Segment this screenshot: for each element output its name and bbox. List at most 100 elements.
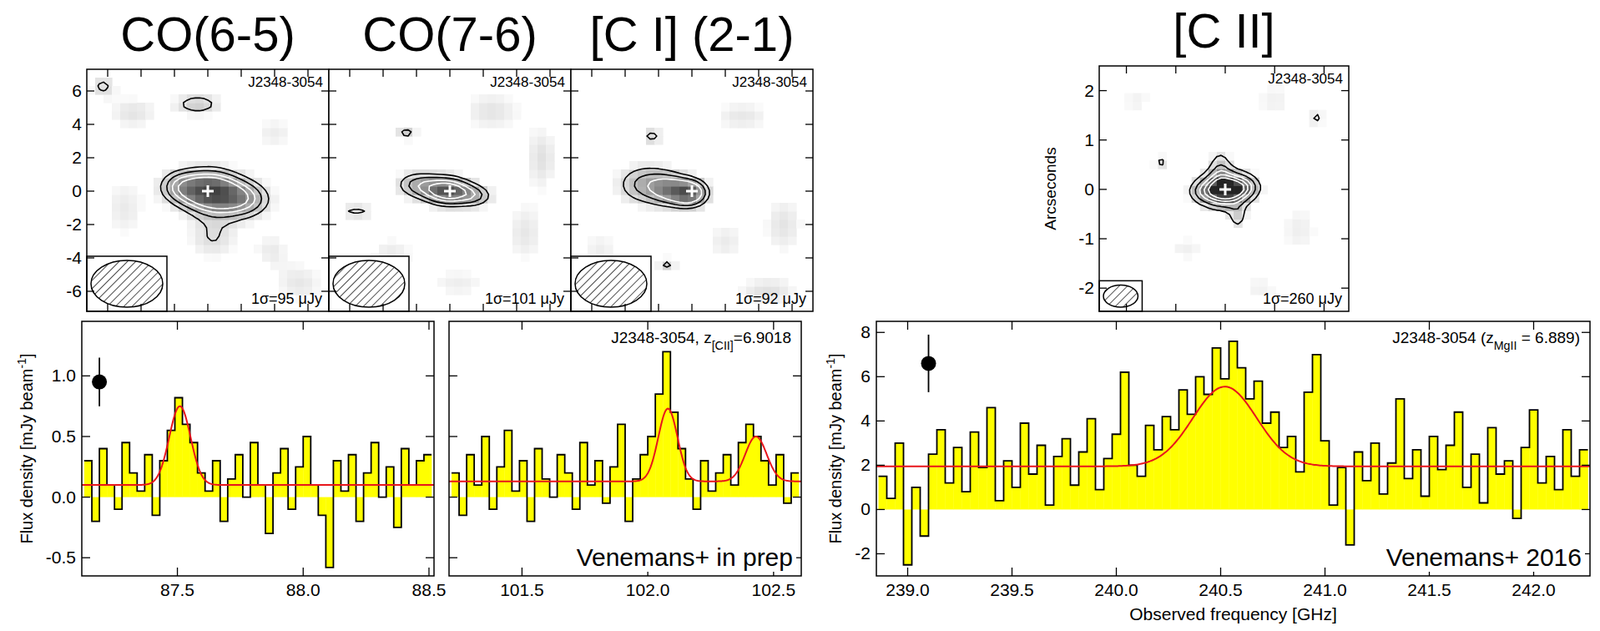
x-tick bbox=[1125, 303, 1127, 312]
channel-bar bbox=[731, 484, 739, 498]
figure: -6-4-20246J2348-30541σ=95 μJyCO(6-5)J234… bbox=[0, 0, 1600, 631]
spectrum-title: J2348-3054 (zMgII = 6.889) bbox=[1392, 328, 1580, 353]
pixel bbox=[136, 202, 147, 212]
panel-title: CO(6-5) bbox=[120, 6, 295, 61]
pixel bbox=[512, 111, 522, 121]
channel-bar bbox=[1354, 451, 1363, 510]
pixel bbox=[537, 127, 547, 137]
source-label: J2348-3054 bbox=[731, 74, 808, 91]
pixel bbox=[128, 119, 138, 129]
channel-bar bbox=[106, 484, 115, 498]
y-tick bbox=[86, 90, 95, 91]
contour bbox=[634, 174, 706, 207]
x-tick bbox=[415, 69, 417, 77]
pixel bbox=[178, 186, 188, 196]
y-tick bbox=[570, 290, 579, 292]
pixel bbox=[287, 269, 297, 279]
pixel bbox=[520, 252, 530, 263]
channel-bar bbox=[1095, 489, 1105, 510]
pixel bbox=[378, 244, 389, 254]
x-tick-label: 102.5 bbox=[752, 580, 797, 600]
channel-bar bbox=[945, 483, 954, 510]
channel-bar bbox=[572, 497, 581, 510]
pixel bbox=[729, 111, 739, 121]
pixel bbox=[211, 161, 222, 171]
pixel bbox=[629, 161, 639, 171]
y-tick bbox=[81, 496, 91, 498]
text-part: Flux density [mJy beam bbox=[826, 368, 845, 544]
pixel bbox=[537, 186, 547, 196]
pixel bbox=[111, 102, 122, 112]
pixel bbox=[679, 202, 689, 212]
y-tick bbox=[563, 257, 571, 258]
pixel bbox=[186, 186, 197, 196]
pixel bbox=[612, 169, 622, 179]
channel-bar bbox=[595, 460, 603, 498]
y-tick bbox=[81, 375, 91, 377]
y-tick-label: 4 bbox=[71, 114, 82, 134]
pixel bbox=[270, 244, 280, 254]
x-tick bbox=[1115, 567, 1117, 576]
x-tick bbox=[657, 303, 659, 312]
source-label: J2348-3054 bbox=[1267, 70, 1343, 87]
x-tick bbox=[907, 321, 909, 330]
y-tick bbox=[1581, 509, 1590, 510]
channel-bar bbox=[1279, 447, 1288, 510]
y-tick-label: 4 bbox=[860, 410, 871, 430]
y-tick-label: 2 bbox=[860, 454, 871, 475]
contour bbox=[166, 170, 263, 218]
y-tick bbox=[321, 223, 329, 225]
beam bbox=[333, 260, 405, 308]
y-tick bbox=[805, 290, 813, 292]
channel-bar bbox=[1438, 469, 1447, 510]
channel-bar bbox=[1471, 454, 1480, 510]
channel-bar bbox=[416, 460, 424, 498]
x-tick bbox=[1125, 65, 1127, 74]
pixel bbox=[262, 211, 272, 221]
y-tick bbox=[328, 257, 337, 258]
pixel bbox=[729, 244, 739, 254]
pixel bbox=[303, 269, 313, 279]
x-tick bbox=[724, 69, 726, 77]
channel-bar bbox=[197, 473, 206, 498]
pixel bbox=[211, 202, 222, 212]
pixel bbox=[729, 227, 739, 238]
pixel bbox=[211, 94, 222, 104]
pixel bbox=[270, 202, 280, 212]
pixel bbox=[746, 102, 756, 112]
qso-position bbox=[686, 185, 698, 197]
channel-bar bbox=[647, 436, 656, 498]
channel-bar bbox=[700, 460, 708, 498]
channel-bar bbox=[1346, 509, 1355, 545]
contour bbox=[408, 177, 483, 205]
pixel bbox=[120, 227, 130, 238]
pixel bbox=[787, 202, 798, 212]
pixel bbox=[1266, 93, 1277, 103]
pixel bbox=[529, 202, 539, 212]
pixel bbox=[362, 211, 372, 221]
pixel bbox=[454, 269, 464, 279]
channel-bar bbox=[1321, 440, 1330, 510]
pixel bbox=[403, 244, 414, 254]
channel-bar bbox=[302, 436, 311, 498]
text-part: ] bbox=[17, 353, 36, 359]
pixel bbox=[153, 194, 163, 204]
pixel bbox=[712, 227, 722, 238]
text-part: = 6.889) bbox=[1516, 328, 1580, 347]
pixel bbox=[437, 202, 447, 212]
y-tick bbox=[449, 435, 458, 437]
channel-bar bbox=[481, 436, 490, 498]
y-tick bbox=[425, 375, 435, 377]
pixel bbox=[1275, 101, 1285, 112]
pixel bbox=[120, 202, 130, 212]
source-label: J2348-3054 bbox=[489, 74, 566, 91]
pixel bbox=[746, 119, 756, 129]
channel-bar bbox=[280, 449, 288, 498]
pixel bbox=[120, 194, 130, 204]
y-tick bbox=[86, 156, 95, 158]
contour bbox=[172, 174, 256, 213]
pixel bbox=[737, 111, 748, 121]
channel-bar bbox=[459, 497, 467, 516]
channel-bar bbox=[371, 442, 379, 497]
channel-bar bbox=[753, 436, 762, 498]
